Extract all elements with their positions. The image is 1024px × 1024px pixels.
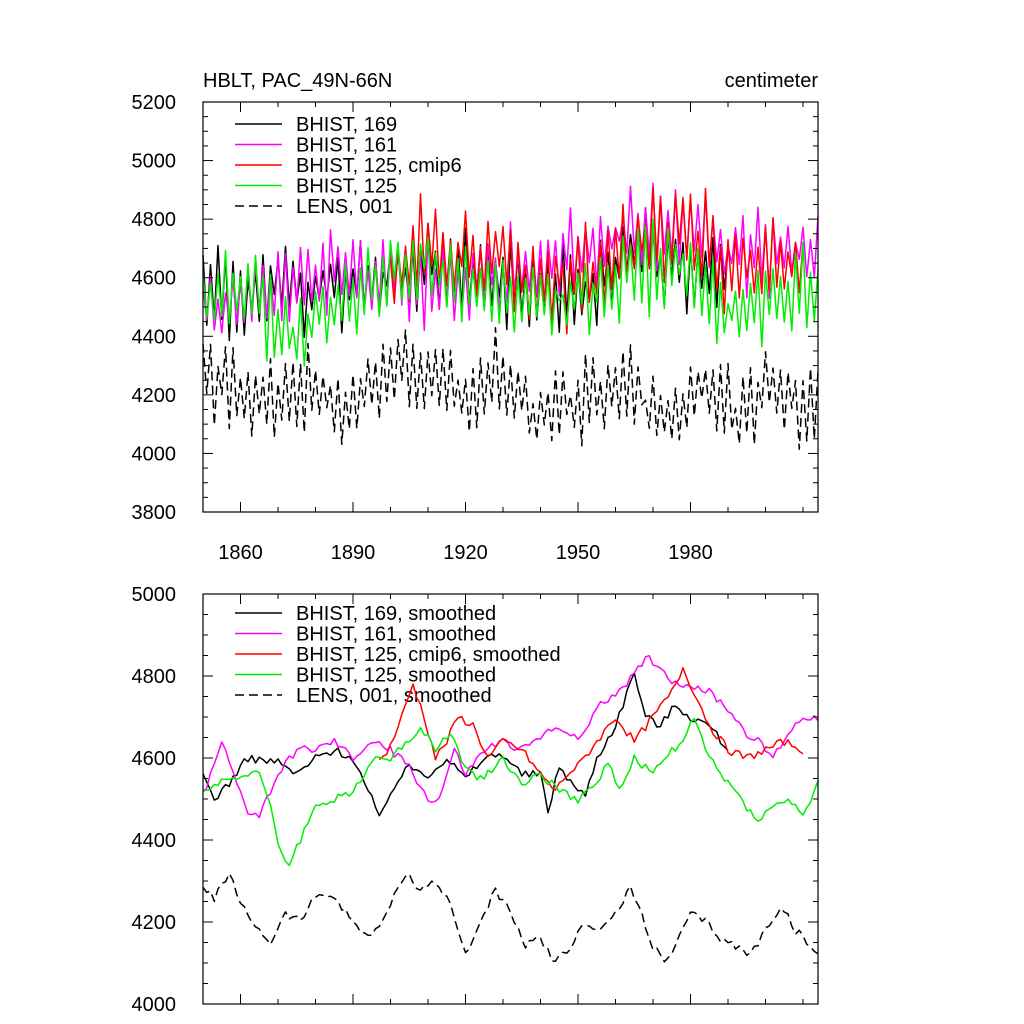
bottom-legend-label-4: LENS, 001, smoothed <box>296 685 492 707</box>
top-panel-title: HBLT, PAC_49N-66N <box>203 70 392 92</box>
top-ytick-label: 5200 <box>132 92 177 114</box>
bottom-series-line-1 <box>202 654 819 819</box>
top-xtick-label: 1860 <box>218 542 263 564</box>
top-xtick-label: 1890 <box>331 542 376 564</box>
top-xtick-label: 1980 <box>668 542 713 564</box>
top-ytick-label: 4400 <box>132 326 177 348</box>
top-legend-label-0: BHIST, 169 <box>296 114 397 136</box>
bottom-ytick-label: 4800 <box>132 666 177 688</box>
top-series-line-4 <box>202 327 819 450</box>
top-ytick-label: 3800 <box>132 502 177 524</box>
top-ytick-label: 4000 <box>132 443 177 465</box>
bottom-series-group <box>202 654 819 963</box>
top-ytick-label: 5000 <box>132 151 177 173</box>
top-legend-label-4: LENS, 001 <box>296 196 393 218</box>
top-xtick-label: 1920 <box>443 542 488 564</box>
top-legend-label-2: BHIST, 125, cmip6 <box>296 155 462 177</box>
top-xtick-label: 1950 <box>556 542 601 564</box>
bottom-legend-label-0: BHIST, 169, smoothed <box>296 603 496 625</box>
bottom-legend-label-1: BHIST, 161, smoothed <box>296 624 496 646</box>
bottom-series-line-4 <box>202 872 819 963</box>
bottom-legend-label-2: BHIST, 125, cmip6, smoothed <box>296 644 561 666</box>
top-legend-label-3: BHIST, 125 <box>296 176 397 198</box>
top-panel: HBLT, PAC_49N-66N centimeter BHIST, 169B… <box>132 70 819 564</box>
top-ytick-label: 4800 <box>132 209 177 231</box>
bottom-ytick-label: 4200 <box>132 912 177 934</box>
bottom-ytick-label: 4600 <box>132 748 177 770</box>
top-ytick-label: 4600 <box>132 268 177 290</box>
bottom-ytick-label: 4000 <box>132 994 177 1016</box>
bottom-axes: 4000 4200 4400 4600 4800 5000 <box>132 584 819 1016</box>
top-series-line-1 <box>202 182 819 334</box>
top-legend-label-1: BHIST, 161 <box>296 135 397 157</box>
bottom-series-line-0 <box>202 672 729 817</box>
bottom-series-line-2 <box>378 666 804 792</box>
bottom-legend-label-3: BHIST, 125, smoothed <box>296 665 496 687</box>
top-panel-units: centimeter <box>725 70 819 92</box>
top-series-line-3 <box>202 218 819 367</box>
bottom-series-line-3 <box>202 717 819 867</box>
top-axes: 3800 4000 4200 4400 4600 4800 5000 5200 1860 1890… <box>132 92 819 564</box>
top-ytick-label: 4200 <box>132 385 177 407</box>
top-series-group <box>202 182 819 450</box>
bottom-ytick-label: 4400 <box>132 830 177 852</box>
bottom-ytick-label: 5000 <box>132 584 177 606</box>
top-series-line-0 <box>202 207 729 342</box>
